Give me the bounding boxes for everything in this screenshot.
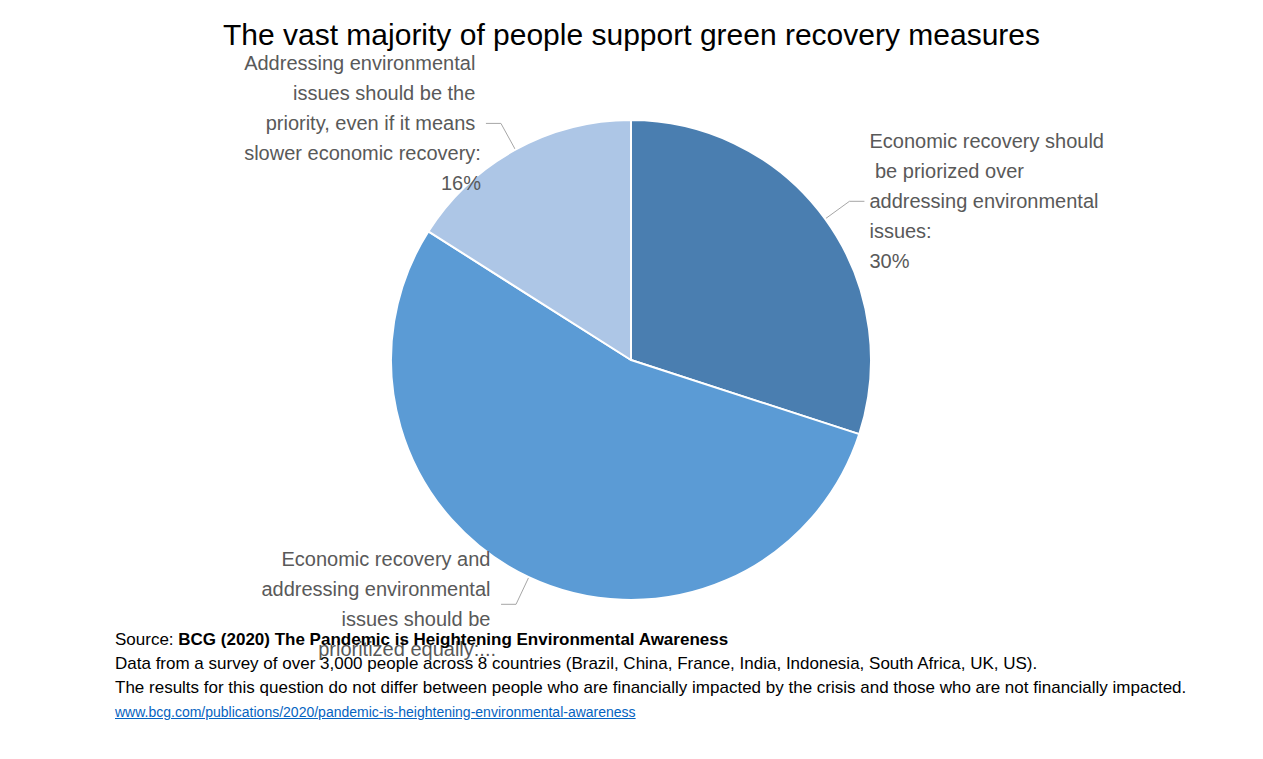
svg-text:The vast majority of people su: The vast majority of people support gree… bbox=[223, 18, 1040, 51]
svg-text:16%: 16% bbox=[441, 172, 481, 194]
svg-text:Economic recovery and: Economic recovery and bbox=[281, 548, 496, 570]
svg-text:priority, even if it means: priority, even if it means bbox=[266, 112, 481, 134]
html-text:Source: BCG (2020) The Pandemi: Source: BCG (2020) The Pandemic is Heigh… bbox=[115, 630, 729, 649]
html-text:Data from a survey of over 3,0: Data from a survey of over 3,000 people … bbox=[115, 654, 1038, 673]
svg-text:be priorized over: be priorized over bbox=[869, 160, 1029, 182]
svg-text:slower economic recovery:: slower economic recovery: bbox=[244, 142, 481, 164]
svg-text:addressing environmental: addressing environmental bbox=[261, 578, 496, 600]
svg-text:issues should be: issues should be bbox=[341, 608, 496, 630]
svg-text:30%: 30% bbox=[869, 250, 909, 272]
html-text:www.bcg.com/publications/2020/: www.bcg.com/publications/2020/pandemic-i… bbox=[115, 704, 636, 720]
svg-text:addressing environmental: addressing environmental bbox=[869, 190, 1104, 212]
svg-text:issues should be the: issues should be the bbox=[293, 82, 481, 104]
svg-text:Addressing environmental: Addressing environmental bbox=[244, 52, 481, 74]
html-text:The results for this question: The results for this question do not dif… bbox=[115, 678, 1187, 697]
svg-text:issues:: issues: bbox=[869, 220, 931, 242]
svg-text:Economic recovery should: Economic recovery should bbox=[869, 130, 1104, 152]
